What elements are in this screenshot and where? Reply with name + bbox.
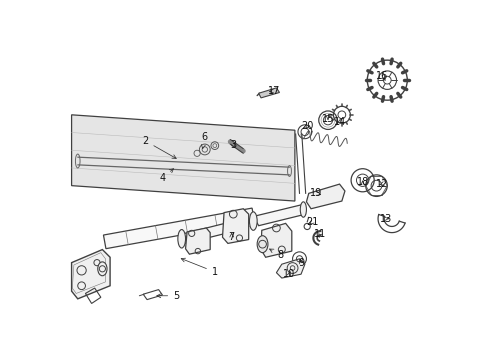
Text: 7: 7 [228,232,234,242]
Text: 15: 15 [321,114,333,123]
Text: 9: 9 [297,258,304,267]
Text: 11: 11 [313,229,326,239]
Polygon shape [185,228,210,254]
Text: 3: 3 [230,140,236,150]
Text: 8: 8 [269,249,283,260]
Text: 1: 1 [181,258,218,277]
Text: 4: 4 [159,169,173,183]
Text: 14: 14 [333,117,346,127]
Ellipse shape [249,212,257,230]
Text: 5: 5 [157,291,179,301]
Polygon shape [253,205,305,226]
Polygon shape [71,249,110,299]
Polygon shape [261,223,291,257]
Polygon shape [306,184,344,209]
Ellipse shape [98,262,107,276]
Text: 20: 20 [301,121,313,131]
Polygon shape [103,208,254,249]
Text: 17: 17 [267,86,280,96]
Text: 19: 19 [310,188,322,198]
Text: 21: 21 [306,217,318,227]
Polygon shape [71,115,294,201]
Ellipse shape [178,230,185,248]
Text: 12: 12 [375,179,387,189]
Ellipse shape [300,202,306,217]
Text: 2: 2 [142,136,176,158]
Polygon shape [222,209,248,243]
Polygon shape [276,259,305,278]
Polygon shape [258,88,279,98]
Text: 10: 10 [283,269,295,279]
Text: 13: 13 [379,214,391,224]
Polygon shape [182,222,231,243]
Ellipse shape [257,236,267,253]
Text: 18: 18 [356,177,368,187]
Text: 6: 6 [201,132,207,149]
Text: 16: 16 [375,71,387,81]
